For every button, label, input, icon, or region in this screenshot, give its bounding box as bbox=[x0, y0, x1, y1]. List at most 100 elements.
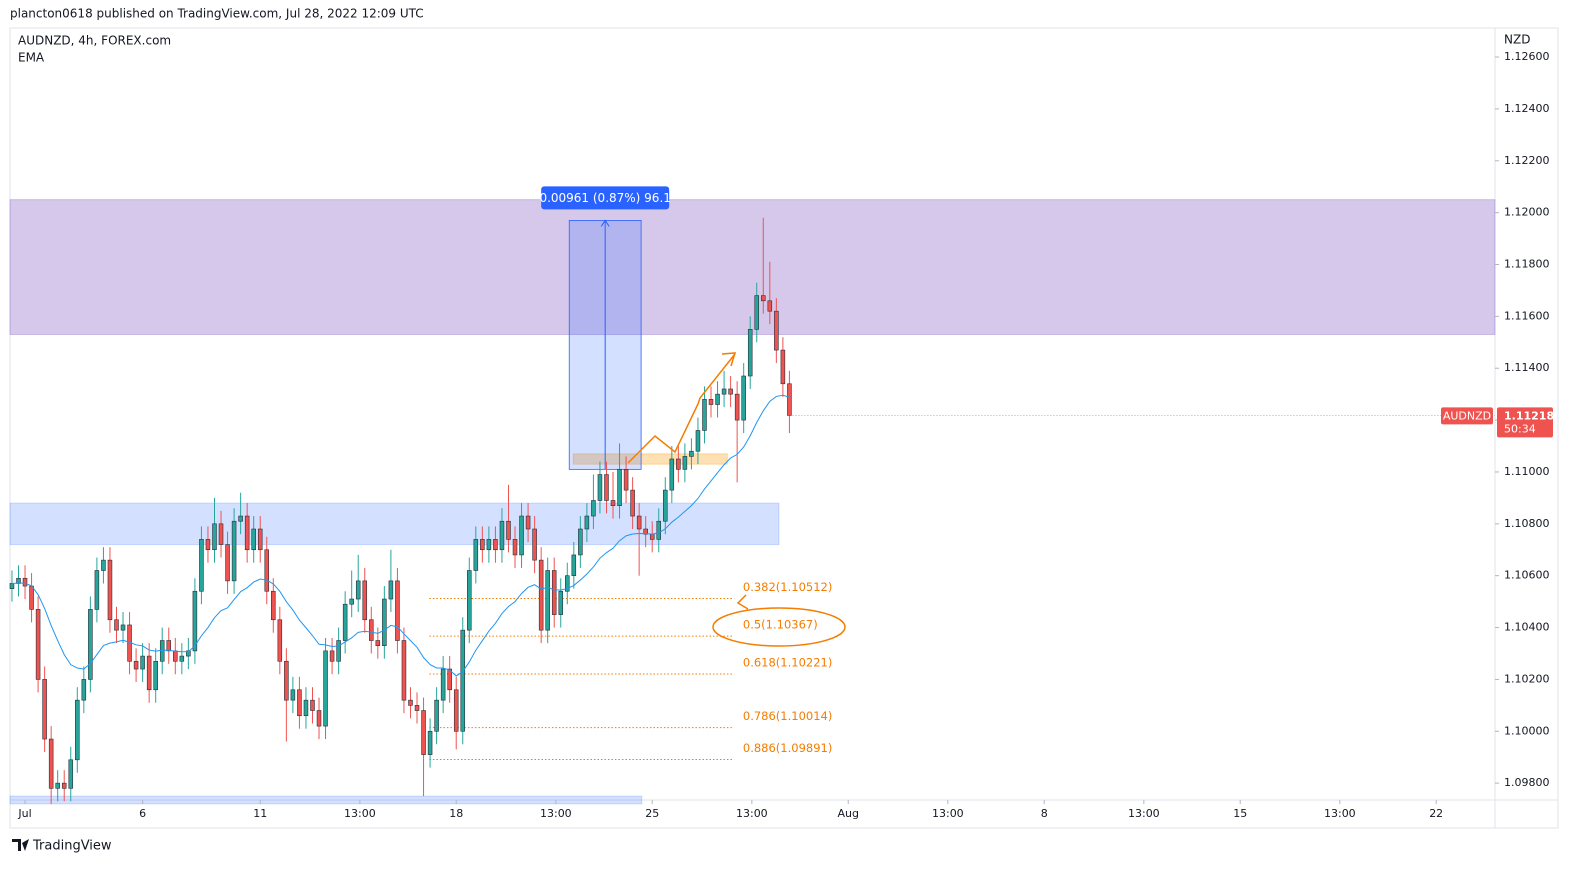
candle-body bbox=[349, 598, 354, 605]
candle-body bbox=[669, 458, 675, 491]
candle-body bbox=[689, 450, 694, 457]
candle-body bbox=[604, 474, 609, 501]
candle-body bbox=[290, 689, 296, 701]
candle-body bbox=[362, 580, 368, 621]
candle-body bbox=[42, 679, 47, 740]
candle-body bbox=[159, 640, 165, 662]
candle-body bbox=[107, 559, 113, 621]
candle-body bbox=[146, 655, 152, 691]
candle-body bbox=[166, 640, 172, 652]
candle-body bbox=[35, 609, 41, 680]
price-tag: 1.11218 bbox=[1504, 409, 1554, 422]
candle-body bbox=[355, 580, 361, 600]
candle-body bbox=[205, 539, 211, 551]
candle-body bbox=[467, 570, 472, 631]
candle-body bbox=[610, 500, 616, 506]
y-tick-label: 1.09800 bbox=[1504, 776, 1550, 789]
candle-body bbox=[780, 349, 786, 385]
candle-body bbox=[336, 640, 341, 662]
candle-body bbox=[48, 738, 54, 789]
x-tick-label: 13:00 bbox=[344, 807, 376, 820]
zone bbox=[9, 795, 643, 805]
candle-body bbox=[545, 570, 550, 631]
x-tick-label: Jul bbox=[17, 807, 31, 820]
arrow-head bbox=[721, 352, 737, 367]
candle-body bbox=[623, 469, 629, 491]
candle-body bbox=[375, 640, 381, 647]
candle-body bbox=[584, 515, 590, 530]
candle-body bbox=[310, 699, 315, 711]
candle-body bbox=[558, 590, 564, 615]
x-tick-label: 8 bbox=[1041, 807, 1048, 820]
candle-body bbox=[578, 528, 583, 556]
x-tick-label: Aug bbox=[837, 807, 858, 820]
plot-area: 0.00961 (0.87%) 96.1 0.382(1.10512) 0.5(1.… bbox=[9, 186, 1496, 805]
candle-body bbox=[388, 580, 394, 600]
candle-body bbox=[525, 515, 531, 530]
fib-label: 0.5(1.10367) bbox=[743, 618, 818, 632]
candle-body bbox=[323, 650, 328, 727]
candle-body bbox=[133, 660, 139, 670]
candle-body bbox=[173, 650, 178, 662]
candle-body bbox=[81, 679, 87, 701]
candle-body bbox=[303, 699, 309, 717]
candle-body bbox=[643, 528, 648, 535]
candle-body bbox=[218, 523, 224, 545]
y-tick-label: 1.12600 bbox=[1504, 50, 1550, 63]
y-tick-label: 1.11800 bbox=[1504, 258, 1550, 271]
candle-body bbox=[29, 585, 34, 610]
fib-label: 0.886(1.09891) bbox=[743, 741, 832, 755]
candle-body bbox=[427, 730, 433, 755]
x-tick-label: 13:00 bbox=[1128, 807, 1160, 820]
candle-body bbox=[630, 489, 635, 517]
fib-pointer bbox=[736, 594, 749, 610]
candle-body bbox=[257, 528, 263, 551]
candle-body bbox=[212, 523, 217, 551]
symbol-label: AUDNZD, 4h, FOREX.com bbox=[18, 34, 171, 48]
candle-body bbox=[512, 539, 518, 556]
candle-body bbox=[538, 559, 544, 631]
candle-body bbox=[591, 500, 596, 517]
candle-body bbox=[480, 539, 485, 551]
candle-body bbox=[787, 383, 792, 416]
candle-body bbox=[597, 474, 603, 501]
ema-line bbox=[11, 394, 790, 677]
x-tick-label: 13:00 bbox=[932, 807, 964, 820]
price-countdown: 50:34 bbox=[1504, 422, 1536, 435]
candle-body bbox=[251, 528, 256, 551]
candle-body bbox=[636, 515, 642, 530]
candle-body bbox=[617, 469, 622, 506]
candle-body bbox=[734, 393, 740, 421]
candle-body bbox=[231, 520, 237, 582]
symbol-tag: AUDNZD bbox=[1443, 409, 1491, 422]
y-tick-label: 1.11000 bbox=[1504, 465, 1550, 478]
candle-body bbox=[473, 539, 479, 571]
candle-body bbox=[767, 300, 773, 312]
candle-body bbox=[761, 295, 766, 302]
y-tick-label: 1.10800 bbox=[1504, 517, 1550, 530]
candle-body bbox=[414, 705, 420, 711]
candle-body bbox=[22, 577, 28, 587]
candle-body bbox=[663, 489, 668, 522]
candle-body bbox=[120, 624, 126, 631]
measure-arrow-head bbox=[600, 219, 610, 227]
candle-body bbox=[316, 710, 322, 727]
currency-label: NZD bbox=[1504, 33, 1530, 47]
candle-body bbox=[728, 388, 733, 395]
candle-body bbox=[186, 650, 191, 657]
candle-body bbox=[434, 699, 439, 732]
fib-label: 0.786(1.10014) bbox=[743, 709, 832, 723]
x-tick-label: 18 bbox=[449, 807, 463, 820]
candle-body bbox=[460, 629, 466, 732]
y-tick-label: 1.10600 bbox=[1504, 569, 1550, 582]
candle-body bbox=[238, 515, 243, 522]
candle-body bbox=[532, 528, 537, 561]
candle-body bbox=[114, 619, 119, 631]
candle-body bbox=[747, 329, 753, 377]
y-tick-label: 1.10000 bbox=[1504, 724, 1550, 737]
indicator-label: EMA bbox=[18, 51, 45, 65]
candle-body bbox=[401, 640, 407, 701]
candle-body bbox=[721, 388, 727, 395]
y-tick-label: 1.10400 bbox=[1504, 621, 1550, 634]
